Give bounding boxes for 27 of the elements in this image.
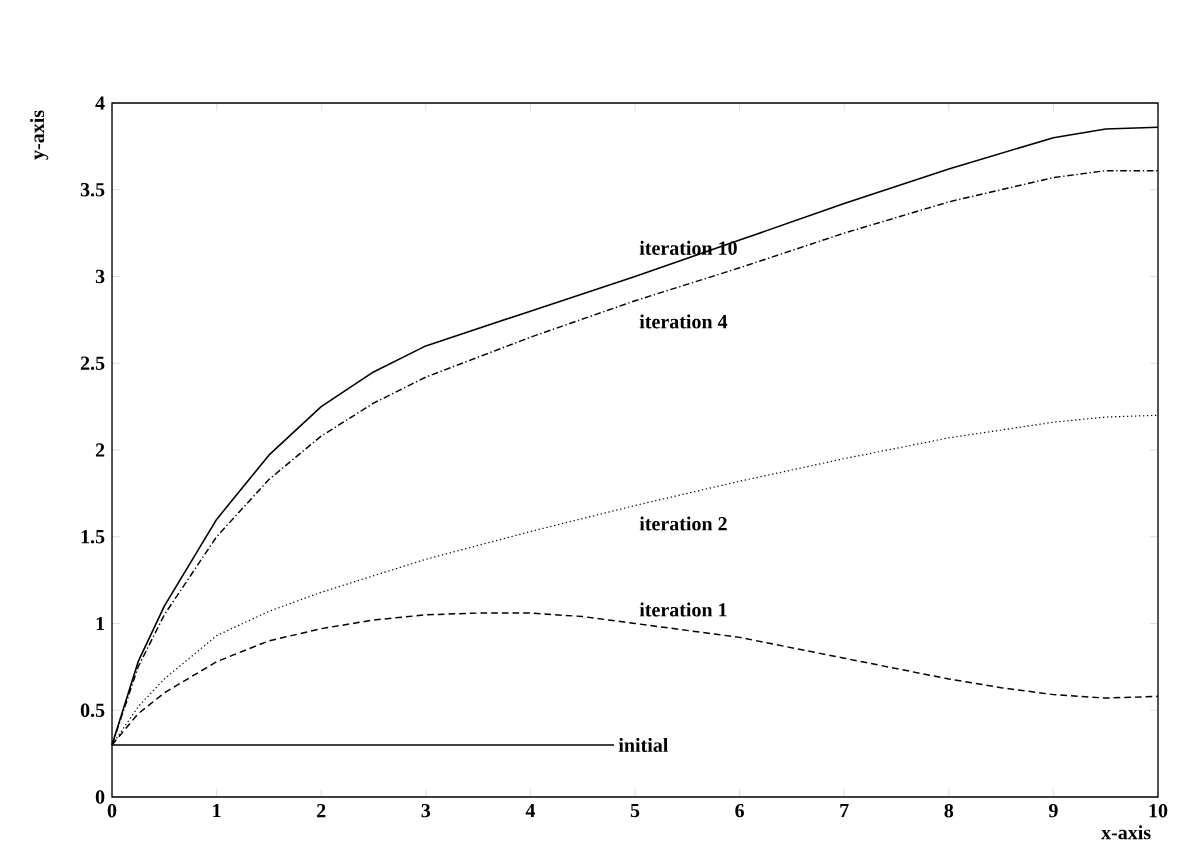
- y-tick-label: 0.5: [80, 703, 105, 718]
- x-tick-label: 7: [840, 803, 849, 818]
- x-tick-label: 8: [944, 803, 954, 818]
- x-tick-label: 0: [107, 803, 117, 818]
- series-label: iteration 10: [639, 240, 737, 255]
- y-axis-title: y-axis: [30, 110, 49, 160]
- x-tick-label: 4: [525, 803, 536, 818]
- y-tick-label: 0: [95, 790, 105, 804]
- x-tick-label: 6: [735, 803, 745, 818]
- y-tick-label: 1: [96, 616, 105, 631]
- x-tick-label: 9: [1048, 803, 1058, 818]
- y-tick-label: 4: [95, 96, 105, 110]
- y-tick-label: 3.5: [80, 182, 105, 197]
- x-tick-label: 2: [317, 803, 326, 818]
- x-tick-label: 3: [421, 803, 431, 818]
- y-tick-label: 3: [95, 269, 105, 284]
- y-tick-label: 2: [95, 443, 105, 457]
- x-axis-title: x-axis: [1101, 825, 1151, 840]
- y-tick-label: 2.5: [80, 356, 105, 371]
- series-label: initial: [618, 737, 669, 752]
- y-tick-label: 1.5: [81, 530, 105, 544]
- x-tick-label: 5: [630, 803, 640, 818]
- x-tick-label: 1: [213, 803, 221, 818]
- series-label: iteration 1: [639, 602, 727, 617]
- series-label: iteration 2: [639, 516, 727, 531]
- series-label: iteration 4: [639, 314, 728, 329]
- x-tick-label: 10: [1149, 803, 1168, 818]
